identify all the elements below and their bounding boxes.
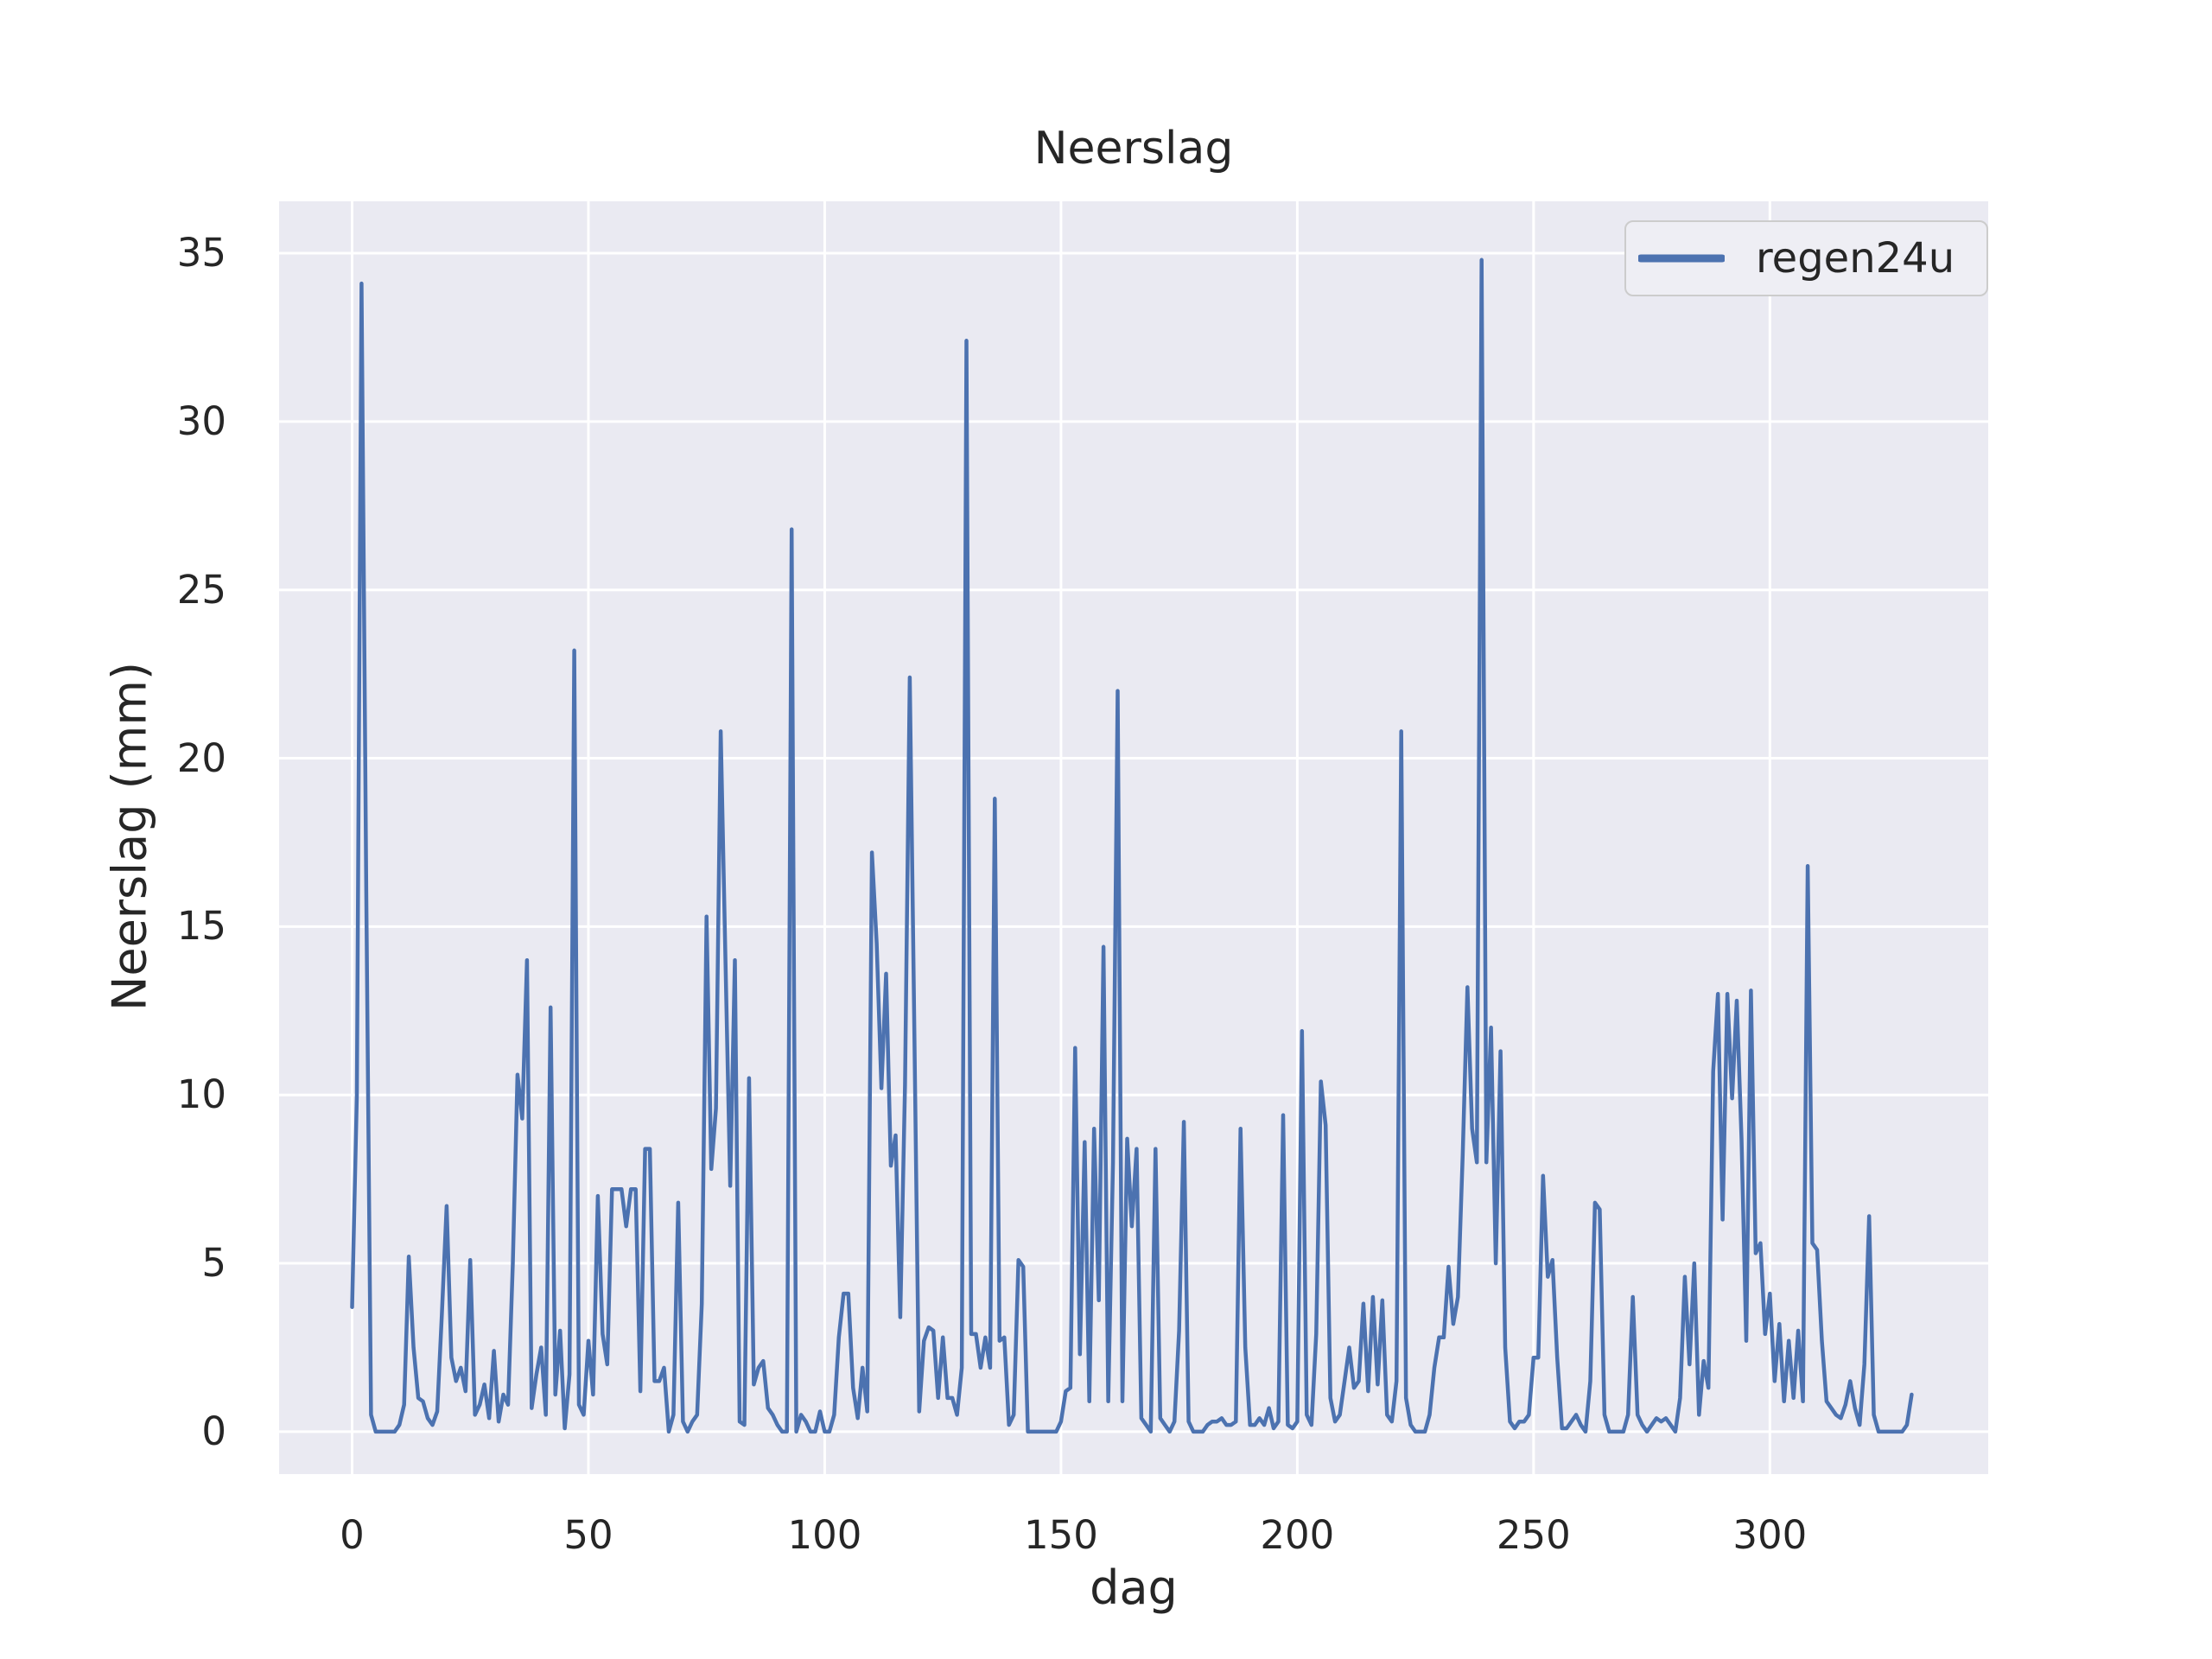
y-tick-label: 35 xyxy=(176,230,226,276)
x-tick-label: 50 xyxy=(563,1512,613,1558)
y-axis-label: Neerslag (mm) xyxy=(102,661,157,1012)
chart-title: Neerslag xyxy=(1033,123,1234,175)
x-axis-label: dag xyxy=(1090,1560,1178,1615)
x-tick-label: 300 xyxy=(1732,1512,1808,1558)
plot-area xyxy=(279,201,1988,1474)
y-tick-label: 0 xyxy=(201,1408,226,1454)
y-tick-label: 10 xyxy=(176,1071,226,1118)
data-line-regen24u xyxy=(350,257,1914,1434)
y-tick-label: 30 xyxy=(176,397,226,444)
legend-line-sample xyxy=(1638,254,1725,263)
y-tick-label: 25 xyxy=(176,566,226,613)
x-tick-label: 250 xyxy=(1496,1512,1571,1558)
legend-label: regen24u xyxy=(1756,234,1955,283)
legend: regen24u xyxy=(1624,220,1988,296)
x-tick-label: 0 xyxy=(340,1512,365,1558)
y-tick-label: 20 xyxy=(176,734,226,781)
plot-background xyxy=(279,201,1988,1474)
x-tick-label: 150 xyxy=(1023,1512,1098,1558)
x-tick-label: 100 xyxy=(787,1512,862,1558)
x-tick-label: 200 xyxy=(1260,1512,1335,1558)
y-tick-label: 15 xyxy=(176,903,226,950)
y-tick-label: 5 xyxy=(201,1240,226,1287)
